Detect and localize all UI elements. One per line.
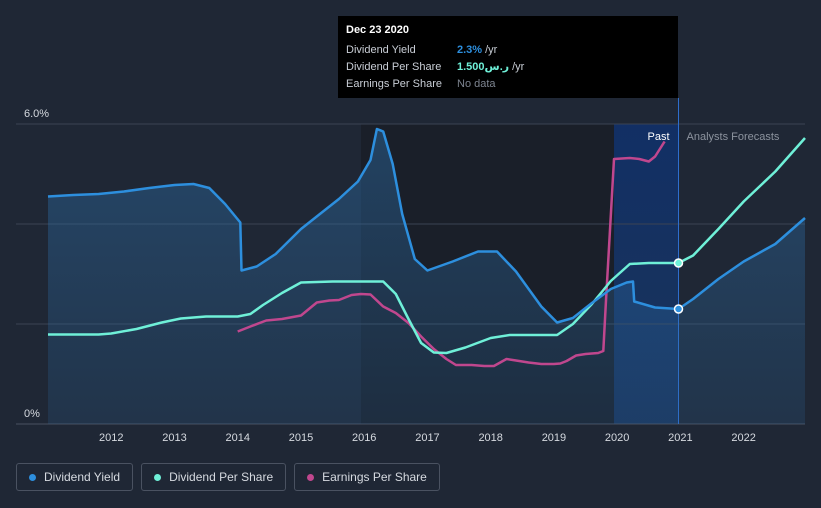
legend-item-earnings-per-share[interactable]: Earnings Per Share	[294, 463, 440, 491]
tooltip-row-earnings-per-share: Earnings Per Share No data	[346, 75, 670, 92]
dividend-yield-area	[48, 129, 805, 424]
tooltip-label: Dividend Per Share	[346, 60, 442, 73]
legend-label: Earnings Per Share	[322, 470, 427, 484]
earnings-per-share-line	[237, 140, 666, 368]
dividend-per-share-line	[48, 137, 806, 355]
tooltip-label: Dividend Yield	[346, 43, 416, 56]
x-tick-label: 2019	[542, 432, 566, 444]
tooltip-value: No data	[457, 77, 496, 90]
legend-dot-icon	[29, 473, 36, 481]
x-tick-label: 2016	[352, 432, 376, 444]
tooltip-unit: /yr	[485, 43, 498, 56]
forecast-label: Analysts Forecasts	[687, 131, 780, 143]
x-tick-label: 2020	[605, 432, 629, 444]
x-tick-label: 2015	[289, 432, 313, 444]
legend-label: Dividend Per Share	[169, 470, 274, 484]
x-tick-label: 2018	[478, 432, 502, 444]
legend-label: Dividend Yield	[44, 470, 121, 484]
legend-item-dividend-per-share[interactable]: Dividend Per Share	[141, 463, 287, 491]
hover-marker	[673, 258, 684, 268]
x-tick-label: 2014	[225, 432, 249, 444]
legend-dot-icon	[307, 473, 315, 481]
chart-tooltip: Dec 23 2020 Dividend Yield 2.3% /yr Divi…	[338, 16, 678, 98]
y-tick-label: 6.0%	[24, 108, 49, 120]
x-tick-label: 2013	[162, 432, 186, 444]
past-label: Past	[648, 131, 670, 143]
x-tick-label: 2022	[731, 432, 755, 444]
tooltip-date: Dec 23 2020	[346, 24, 409, 36]
tooltip-unit: /yr	[512, 60, 525, 73]
tooltip-row-dividend-yield: Dividend Yield 2.3% /yr	[346, 41, 670, 58]
hover-marker	[673, 304, 684, 314]
x-tick-label: 2012	[99, 432, 123, 444]
tooltip-value: 1.500ر.س	[457, 61, 510, 73]
x-tick-label: 2021	[668, 432, 692, 444]
tooltip-label: Earnings Per Share	[346, 77, 442, 90]
tooltip-value: 2.3%	[457, 43, 483, 56]
x-tick-label: 2017	[415, 432, 439, 444]
tooltip-row-dividend-per-share: Dividend Per Share 1.500ر.س /yr	[346, 58, 670, 75]
legend-item-dividend-yield[interactable]: Dividend Yield	[16, 463, 134, 491]
legend-dot-icon	[154, 473, 162, 481]
y-tick-label: 0%	[24, 408, 40, 420]
chart-legend: Dividend Yield Dividend Per Share Earnin…	[16, 463, 440, 491]
dividend-yield-line	[47, 127, 806, 324]
